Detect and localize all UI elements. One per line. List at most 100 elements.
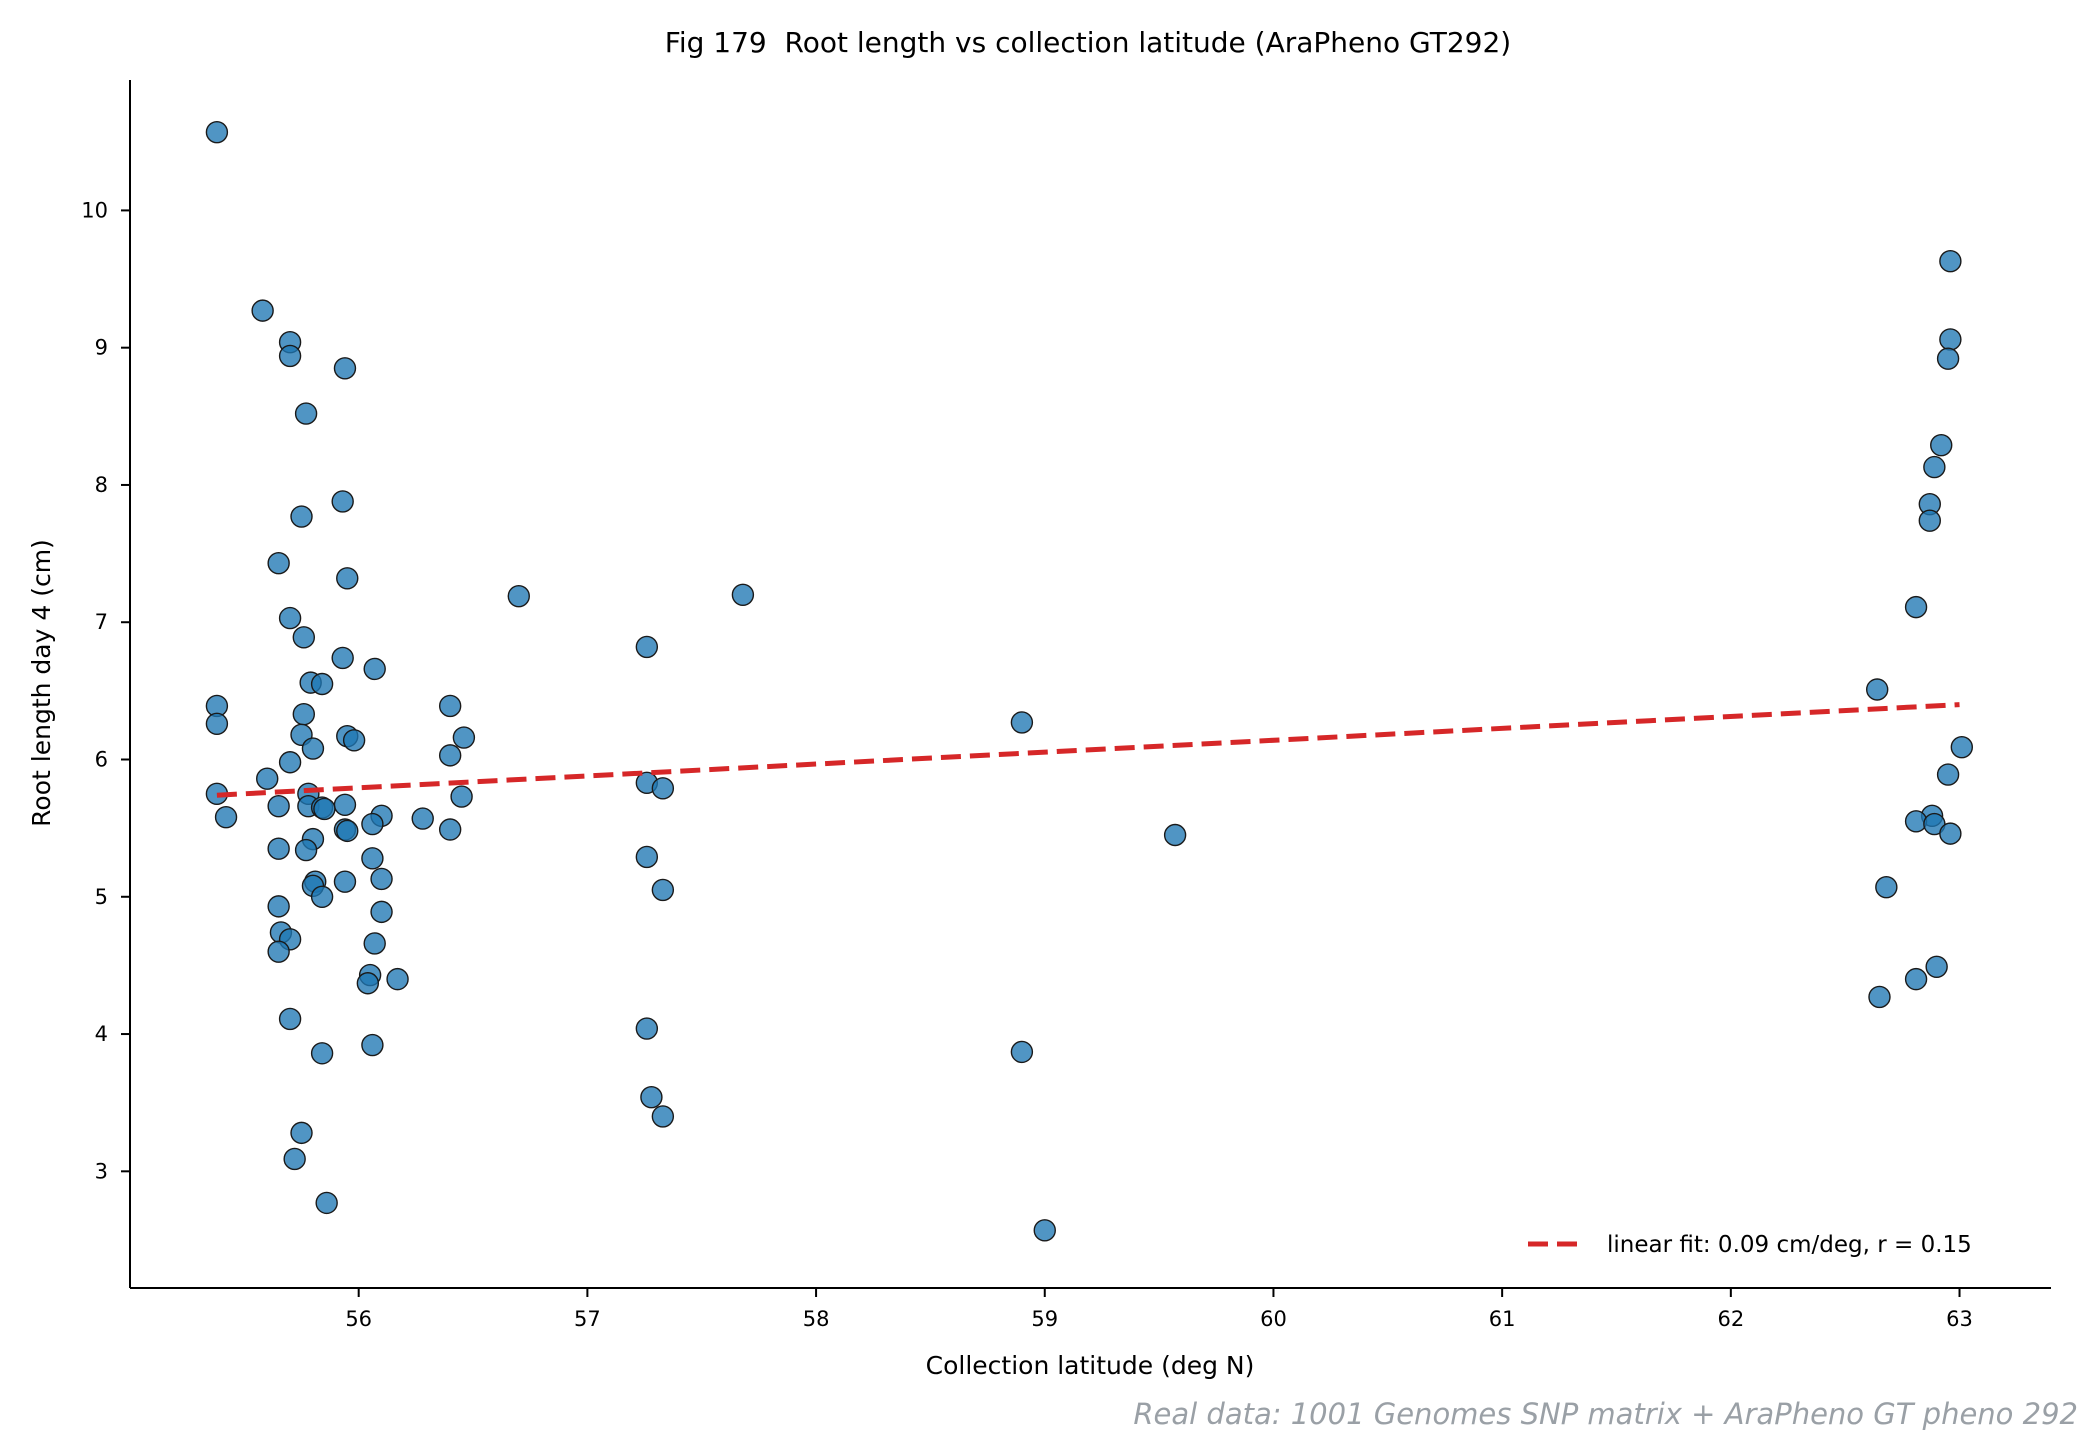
y-axis-label: Root length day 4 (cm) [27,539,56,827]
data-point [1010,1040,1034,1064]
data-point [256,767,279,790]
data-point [1950,735,1974,759]
data-point [310,672,334,696]
data-point [331,490,354,513]
x-tick-label: 63 [1946,1307,1973,1331]
data-point [205,712,229,736]
legend-fit-label: linear fit: 0.09 cm/deg, r = 0.15 [1607,1232,1972,1258]
x-tick-label: 57 [574,1307,601,1331]
data-point [283,1147,306,1171]
x-tick-label: 56 [345,1307,372,1331]
data-points [205,120,1974,1242]
data-point [1163,823,1187,847]
data-point [635,635,659,659]
data-point [651,777,675,800]
data-point [294,402,318,425]
x-tick-label: 59 [1031,1307,1058,1331]
y-tick-label: 9 [95,336,108,360]
x-tick-label: 61 [1489,1307,1516,1331]
data-point [294,838,318,862]
data-point [1865,678,1889,701]
data-point [1904,967,1928,991]
data-point [1939,250,1962,273]
data-point [651,1105,675,1128]
data-point [278,606,302,630]
data-point [333,793,357,816]
data-point [1930,433,1953,457]
data-point [635,845,659,869]
data-point [278,751,302,774]
y-axis-ticks: 3 4 5 6 7 8 9 10 [81,198,130,1183]
data-point [635,1017,659,1040]
data-point [315,1191,338,1215]
data-point [267,552,290,575]
data-point [1939,328,1962,351]
data-point [292,626,316,649]
x-tick-label: 62 [1717,1307,1744,1331]
data-point [278,1007,302,1031]
data-point [331,646,354,670]
data-point [313,797,336,821]
data-point [452,726,476,749]
data-point [1936,347,1960,370]
data-point [361,812,384,836]
x-axis-label: Collection latitude (deg N) [926,1351,1255,1380]
y-tick-label: 6 [95,748,108,772]
data-point [651,878,675,902]
data-point [336,567,359,590]
chart-title: Fig 179 Root length vs collection latitu… [665,26,1511,59]
data-point [438,744,462,767]
data-point [267,895,290,918]
data-point [640,1085,663,1109]
data-point [363,932,386,955]
data-point [1033,1219,1056,1242]
data-point [205,120,229,144]
data-point [1918,509,1941,532]
data-point [356,972,380,995]
data-point [333,870,357,893]
data-point [507,584,530,608]
y-tick-label: 4 [95,1022,108,1046]
data-point [278,344,302,368]
data-point [438,694,462,718]
data-point [310,885,334,908]
x-tick-label: 60 [1260,1307,1287,1331]
data-point [267,837,290,860]
source-note: Real data: 1001 Genomes SNP matrix + Ara… [1133,1397,2078,1431]
data-point [386,967,409,991]
data-point [267,794,290,818]
data-point [361,1033,384,1057]
data-point [342,729,366,752]
y-tick-label: 3 [95,1159,108,1183]
y-tick-label: 10 [81,198,108,222]
data-point [1875,875,1898,899]
legend: linear fit: 0.09 cm/deg, r = 0.15 [1528,1232,1972,1258]
x-axis-ticks: 56 57 58 59 60 61 62 63 [345,1288,1973,1331]
data-point [363,657,386,681]
data-point [1868,985,1891,1009]
data-point [1904,810,1928,833]
data-point [333,357,357,380]
data-point [267,940,290,963]
data-point [1939,822,1962,845]
data-point [438,818,462,841]
data-point [290,505,313,528]
data-point [731,583,755,606]
data-point [1925,955,1948,978]
data-point [292,703,316,726]
fit-line [216,702,1960,798]
data-point [310,1042,334,1065]
data-point [1010,711,1034,734]
data-point [361,847,384,870]
y-tick-label: 8 [95,473,108,497]
data-point [370,900,393,924]
x-tick-label: 58 [803,1307,830,1331]
data-point [290,1121,313,1145]
data-point [251,299,274,322]
data-point [411,807,434,830]
data-point [370,867,393,891]
y-tick-label: 7 [95,610,108,634]
data-point [450,785,473,808]
data-point [1923,455,1946,479]
